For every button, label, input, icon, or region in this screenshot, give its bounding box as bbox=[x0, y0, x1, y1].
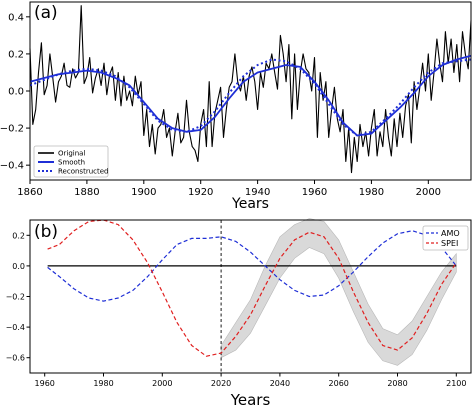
x-tick-label: 2100 bbox=[446, 379, 466, 388]
x-tick-label: 2020 bbox=[211, 379, 231, 388]
panel-a-x-ticks: 1860 1880 1900 1920 1940 1960 1980 2000 bbox=[17, 180, 441, 198]
y-tick-label: −0.2 bbox=[6, 293, 25, 302]
legend-entry-spei: SPEI bbox=[441, 239, 458, 248]
panel-b-lines bbox=[47, 219, 457, 373]
x-tick-label: 1900 bbox=[131, 187, 156, 198]
panel-a-y-ticks: −0.4 −0.2 0.0 0.2 0.4 bbox=[0, 12, 30, 172]
y-tick-label: −0.4 bbox=[0, 161, 24, 172]
spei-uncertainty-band bbox=[220, 218, 457, 366]
y-tick-label: 0.2 bbox=[12, 231, 25, 240]
x-tick-label: 1920 bbox=[188, 187, 213, 198]
x-tick-label: 2060 bbox=[329, 379, 349, 388]
x-tick-label: 1980 bbox=[359, 187, 384, 198]
y-tick-label: 0.2 bbox=[8, 49, 24, 60]
panel-b: 1960 1980 2000 2020 2040 2060 2080 2100 −0.6−0.… bbox=[6, 218, 472, 409]
series-line-spei bbox=[47, 219, 457, 357]
panel-a-lines bbox=[29, 5, 472, 174]
legend-entry-original: Original bbox=[58, 150, 85, 158]
panel-a-label: (a) bbox=[34, 3, 58, 23]
x-tick-label: 2080 bbox=[387, 379, 407, 388]
y-tick-label: 0.4 bbox=[8, 12, 24, 23]
y-tick-label: 0.0 bbox=[8, 87, 24, 98]
series-line-reconstructed bbox=[29, 58, 472, 137]
x-tick-label: 2000 bbox=[152, 379, 172, 388]
x-tick-label: 1960 bbox=[302, 187, 327, 198]
panel-a-x-axis-label: Years bbox=[231, 196, 269, 212]
legend-entry-reconstructed: Reconstructed bbox=[58, 168, 108, 176]
panel-a: 1860 1880 1900 1920 1940 1960 1980 2000 −0.4−0.… bbox=[0, 1, 472, 212]
legend-entry-smooth: Smooth bbox=[58, 159, 85, 167]
x-tick-label: 1880 bbox=[74, 187, 99, 198]
panel-b-x-axis-label: Years bbox=[230, 391, 271, 409]
x-tick-label: 1940 bbox=[245, 187, 270, 198]
legend-entry-amo: AMO bbox=[441, 229, 460, 238]
y-tick-label: −0.2 bbox=[0, 124, 24, 135]
x-tick-label: 1980 bbox=[93, 379, 113, 388]
panel-b-y-ticks: −0.6 −0.4 −0.2 0.0 0.2 bbox=[6, 231, 30, 363]
x-tick-label: 2000 bbox=[416, 187, 441, 198]
y-tick-label: −0.6 bbox=[6, 354, 25, 363]
series-line-smooth bbox=[29, 54, 472, 137]
x-tick-label: 1960 bbox=[35, 379, 55, 388]
series-line-amo bbox=[47, 230, 457, 302]
y-tick-label: −0.4 bbox=[6, 323, 25, 332]
panel-b-x-ticks: 1960 1980 2000 2020 2040 2060 2080 2100 bbox=[35, 373, 466, 388]
panel-b-uncertainty-band bbox=[220, 218, 457, 366]
x-tick-label: 1860 bbox=[17, 187, 42, 198]
x-tick-label: 2040 bbox=[270, 379, 290, 388]
panel-b-label: (b) bbox=[34, 222, 58, 242]
legend-box bbox=[422, 225, 469, 251]
y-tick-label: 0.0 bbox=[12, 262, 25, 271]
